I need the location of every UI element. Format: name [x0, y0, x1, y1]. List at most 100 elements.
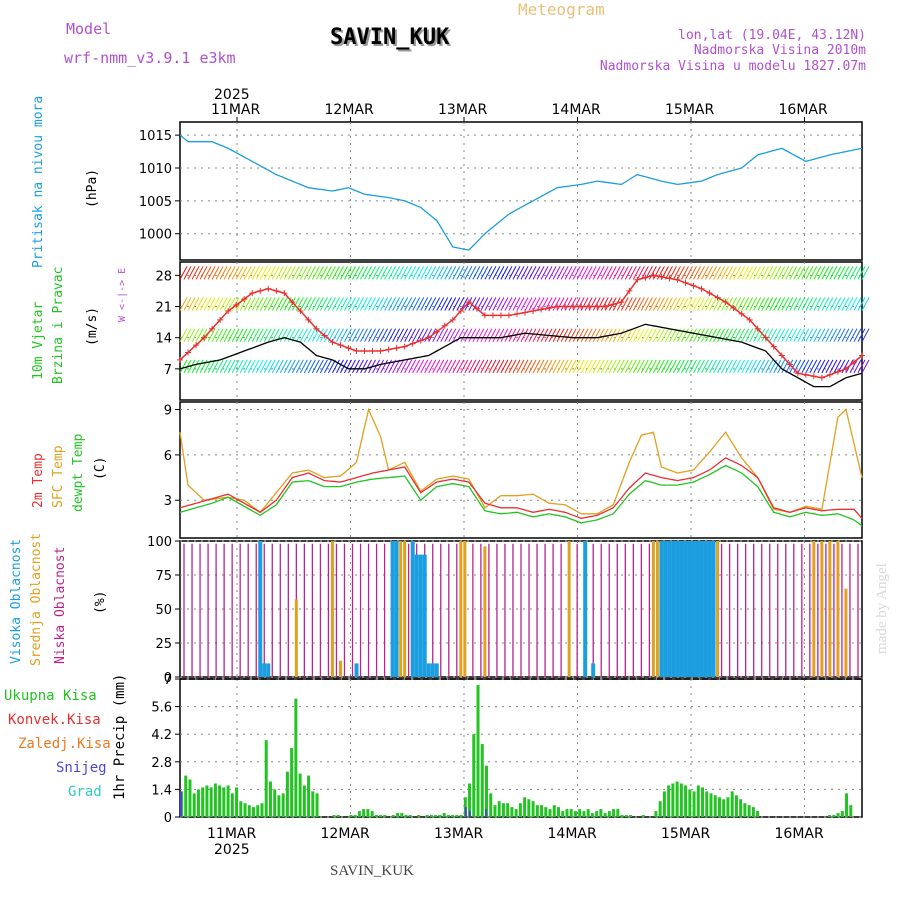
wind-barb — [516, 297, 525, 311]
wind-barb — [805, 359, 814, 374]
wind-barb — [231, 266, 240, 280]
wind-barb — [813, 266, 822, 280]
wind-barb — [636, 328, 645, 342]
wind-barb — [235, 328, 244, 342]
wind-barb — [693, 297, 701, 311]
precip-bar — [463, 797, 467, 817]
high-cloud-bar — [711, 541, 716, 677]
wind-barb — [360, 266, 368, 280]
gust-marker — [562, 303, 569, 310]
wind-barb — [652, 328, 661, 342]
precip-bar — [302, 785, 306, 817]
wind-barb — [616, 359, 625, 374]
wind-barb — [648, 297, 657, 311]
precip-bar — [586, 809, 590, 817]
gust-marker — [217, 316, 224, 323]
wind-barb — [340, 328, 348, 342]
wind-barb — [255, 266, 264, 280]
wind-barb — [773, 266, 782, 280]
wind-barb — [560, 266, 569, 280]
precip-bar — [540, 805, 544, 817]
wind-barb — [729, 359, 738, 374]
wind-barb — [211, 297, 220, 311]
wind-barb — [628, 328, 637, 342]
wind-barb — [396, 266, 405, 280]
precip-bar — [730, 791, 734, 817]
gust-marker — [513, 310, 520, 317]
wind-barb — [408, 297, 417, 311]
gust-marker — [658, 273, 665, 280]
wind-barb — [424, 328, 433, 342]
gust-marker — [794, 370, 801, 377]
wind-barb — [376, 297, 385, 311]
precip-bar — [497, 801, 501, 817]
gust-marker — [361, 348, 368, 355]
precip-bar — [739, 799, 743, 817]
bottom-date-label: 12MAR — [321, 826, 370, 842]
wind-barb — [456, 266, 465, 280]
t2m-line — [179, 457, 863, 520]
wind-barb — [388, 266, 397, 280]
wind-barb — [769, 328, 778, 342]
wind-barb — [652, 359, 661, 374]
precip-bar — [400, 813, 404, 817]
wind-barb — [279, 266, 288, 280]
model-name: wrf-nmm_v3.9.1 e3km — [64, 49, 236, 67]
wind-barb — [303, 297, 312, 311]
gust-marker — [305, 316, 312, 323]
precip-bar — [544, 807, 548, 817]
wind-barb — [392, 297, 401, 311]
precip-bar — [213, 783, 217, 817]
wind-barb — [424, 297, 433, 311]
wind-barb — [323, 297, 332, 311]
gust-marker — [385, 346, 392, 353]
wind-barb — [817, 359, 826, 374]
wind-barb — [821, 297, 830, 311]
wind-barb — [500, 266, 509, 280]
wind-barb — [693, 359, 701, 374]
cloud-ylabel-high: Visoka Oblacnost — [9, 539, 24, 664]
wind-barb — [789, 359, 798, 374]
wind-barb — [556, 297, 565, 311]
top-date-label: 14MAR — [552, 102, 601, 118]
wind-barb — [773, 328, 782, 342]
gust-marker — [834, 368, 841, 375]
wind-barb — [344, 359, 352, 374]
wind-barb — [693, 328, 701, 342]
wind-barb — [199, 297, 208, 311]
wind-barb — [693, 266, 701, 280]
precip-bar — [370, 811, 374, 817]
wind-barb — [436, 328, 445, 342]
wind-barb — [348, 297, 356, 311]
wind-barb — [404, 359, 413, 374]
wind-barb — [737, 297, 746, 311]
high-cloud-bar — [430, 663, 435, 677]
wind-barb — [311, 359, 320, 374]
wind-barb — [697, 297, 705, 311]
precip-bar — [247, 805, 251, 817]
wind-barb — [713, 266, 722, 280]
wind-barb — [340, 266, 348, 280]
precip-bar — [747, 805, 751, 817]
wind-barb — [199, 359, 208, 374]
wind-barb — [733, 328, 742, 342]
wind-barb — [620, 297, 629, 311]
wind-barb — [356, 359, 364, 374]
wind-barb — [721, 297, 730, 311]
wind-barb — [472, 359, 481, 374]
precip-bar — [569, 809, 573, 817]
wind-barb — [721, 266, 730, 280]
precip-bar — [256, 805, 260, 817]
mid-cloud-bar — [463, 541, 467, 677]
precip-bar — [476, 684, 480, 817]
wind-barb — [279, 328, 288, 342]
wind-barb — [789, 297, 798, 311]
wind-barb — [652, 297, 661, 311]
wind-barb — [259, 297, 268, 311]
wind-barb — [596, 359, 605, 374]
wind-barb — [327, 297, 336, 311]
wind-barb — [572, 297, 581, 311]
precip-legend-item: Konvek.Kisa — [8, 712, 101, 728]
panel-frame — [179, 401, 863, 539]
precip-bar — [366, 809, 370, 817]
